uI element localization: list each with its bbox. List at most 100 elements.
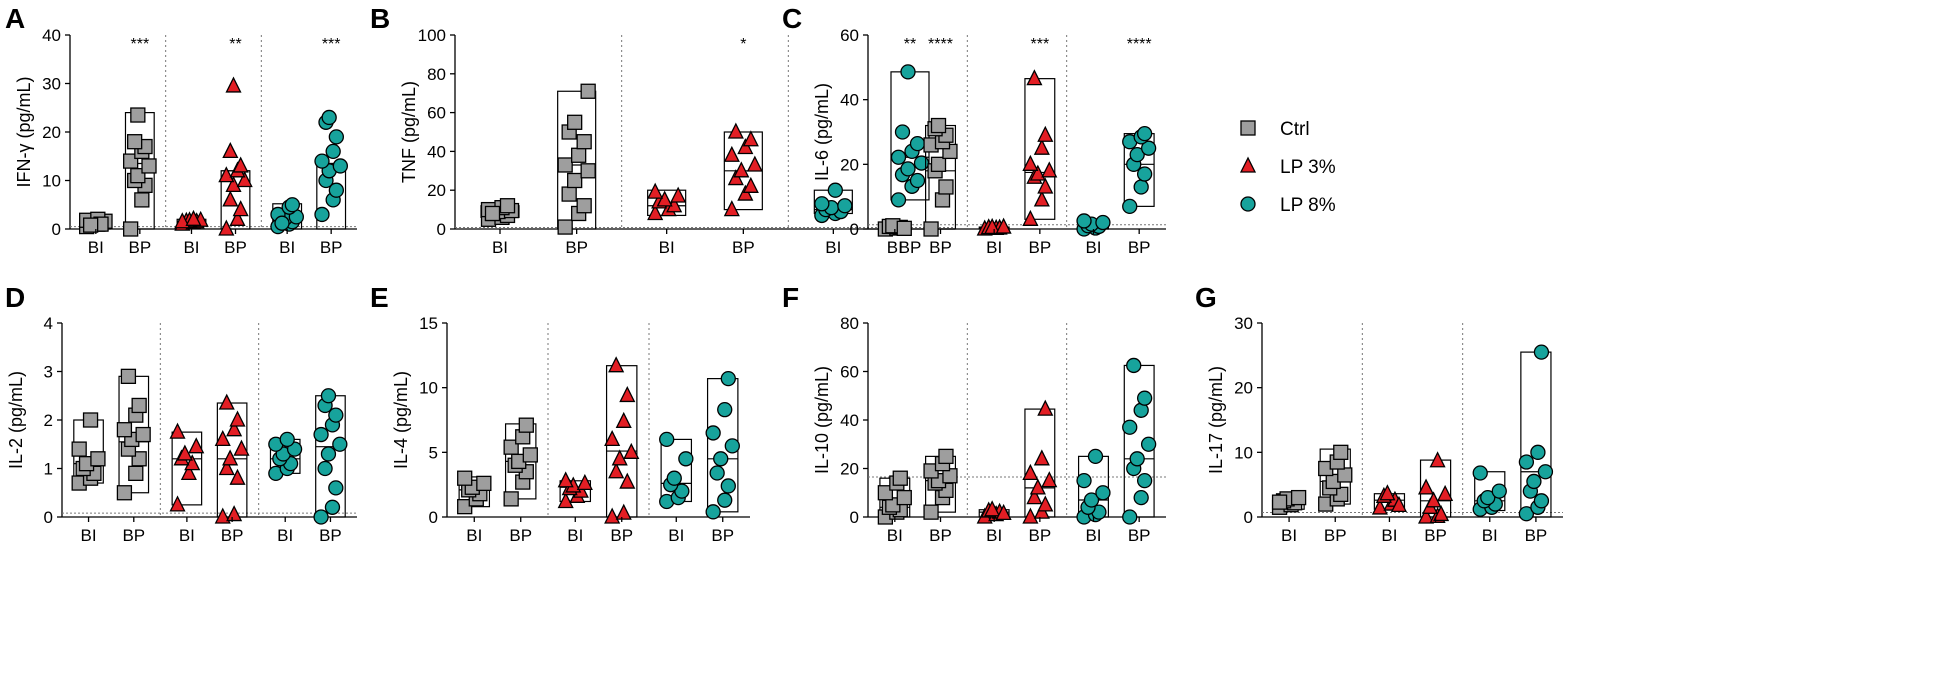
data-point [233, 439, 250, 456]
data-point [727, 169, 744, 186]
data-point [1379, 484, 1396, 501]
y-tick-label: 0 [429, 508, 438, 527]
y-tick-label: 0 [1244, 508, 1253, 527]
data-point [567, 172, 583, 189]
y-tick-label: 3 [44, 363, 53, 382]
x-tick-label: BP [732, 238, 755, 257]
data-point [720, 478, 736, 494]
data-point [229, 410, 246, 427]
panel-a: A 0 10 20 30 40 IFN-γ (pg/mL) BI BP *** BI BP ** BI BP… [5, 3, 357, 257]
data-point [604, 507, 621, 524]
data-point [284, 197, 300, 213]
panel-label: G [1195, 282, 1217, 313]
significance-marker: *** [322, 36, 341, 53]
y-tick-label: 20 [42, 123, 61, 142]
x-tick-label: BI [567, 526, 583, 545]
y-tick-label: 100 [418, 26, 446, 45]
data-point [890, 149, 907, 165]
x-tick-label: BP [128, 238, 151, 257]
data-point [328, 407, 344, 423]
data-point [666, 470, 682, 486]
x-tick-label: BP [1029, 526, 1052, 545]
x-tick-label: BI [825, 238, 841, 257]
x-tick-label: BI [492, 238, 508, 257]
data-point [1022, 507, 1039, 524]
x-tick-label: BP [1424, 526, 1447, 545]
x-tick-label: BI [986, 526, 1002, 545]
data-point [236, 171, 253, 188]
data-point [116, 485, 133, 501]
data-point [576, 473, 593, 491]
data-point [1129, 146, 1145, 163]
x-tick-label: BI [277, 526, 293, 545]
data-point [1126, 357, 1142, 374]
data-point [176, 444, 193, 461]
data-point [723, 145, 740, 162]
panel-label: C [782, 3, 802, 34]
data-point [705, 425, 721, 441]
data-point [561, 186, 577, 202]
x-tick-label: BP [1029, 238, 1052, 257]
data-point [1033, 449, 1050, 466]
y-tick-label: 40 [840, 411, 859, 430]
data-point [1480, 489, 1496, 506]
y-axis-label: IFN-γ (pg/mL) [14, 76, 34, 187]
data-point [222, 190, 239, 207]
data-point [827, 182, 843, 198]
data-point [476, 475, 492, 492]
data-point [1491, 483, 1507, 499]
x-tick-label: BI [986, 238, 1002, 257]
y-tick-label: 0 [850, 508, 859, 527]
data-point [720, 370, 736, 387]
data-point [1533, 493, 1550, 509]
data-point [1425, 491, 1442, 508]
data-point [184, 454, 201, 471]
y-tick-label: 4 [44, 314, 53, 333]
data-point [229, 468, 246, 485]
data-point [332, 436, 348, 452]
data-point [1122, 419, 1138, 435]
x-tick-label: BP [319, 526, 342, 545]
data-point [1037, 125, 1054, 142]
data-point [503, 439, 519, 455]
x-tick-label: BI [1482, 526, 1498, 545]
data-point [90, 451, 106, 467]
data-point [737, 184, 754, 201]
panel-g: G 0 10 20 30 IL-17 (pg/mL) BI BP BI BP BI BP [1195, 282, 1563, 545]
data-point [737, 138, 754, 155]
data-point [1271, 494, 1288, 510]
y-tick-label: 30 [1234, 314, 1253, 333]
range-box [1024, 78, 1056, 220]
data-point [484, 205, 501, 222]
data-point [328, 480, 344, 496]
data-point [1371, 498, 1388, 515]
data-point [518, 417, 534, 433]
y-axis-label: IL-4 (pg/mL) [391, 371, 411, 469]
data-point [1518, 506, 1535, 522]
data-point [1429, 451, 1446, 468]
y-tick-label: 60 [427, 104, 446, 123]
data-point [571, 147, 587, 163]
y-tick-label: 20 [427, 181, 446, 200]
data-point [457, 499, 473, 515]
x-tick-label: BP [929, 526, 952, 545]
data-point [328, 182, 344, 198]
data-point [1037, 177, 1054, 194]
data-point [1333, 444, 1349, 460]
data-point [313, 509, 329, 525]
data-point [647, 204, 664, 221]
data-point [930, 117, 947, 134]
data-point [557, 219, 573, 235]
data-point [174, 212, 191, 229]
y-tick-label: 20 [840, 460, 859, 479]
data-point [1390, 495, 1408, 513]
significance-marker: ** [229, 36, 241, 53]
data-point [229, 209, 246, 226]
data-point [1518, 454, 1535, 470]
data-point [557, 471, 574, 488]
data-point [984, 500, 1001, 517]
y-tick-label: 2 [44, 411, 53, 430]
x-tick-label: BP [224, 238, 247, 257]
data-point [325, 143, 341, 160]
data-point [141, 158, 157, 174]
